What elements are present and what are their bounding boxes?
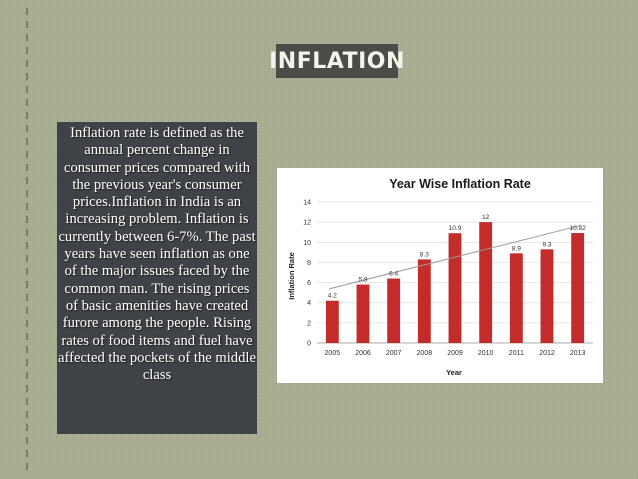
bar-2012 — [540, 249, 554, 343]
x-tick-label: 2012 — [539, 350, 555, 357]
bar-value-label: 5.8 — [358, 277, 367, 284]
y-tick-label: 6 — [307, 280, 311, 287]
x-tick-label: 2009 — [447, 350, 463, 357]
x-tick-label: 2007 — [386, 350, 402, 357]
bar-2013 — [571, 233, 585, 343]
bar-value-label: 8.9 — [512, 245, 521, 252]
slide-title: INFLATION — [269, 44, 404, 78]
y-tick-label: 2 — [307, 320, 311, 327]
x-tick-label: 2006 — [355, 350, 371, 357]
y-axis-label: Inflation Rate — [287, 252, 296, 300]
y-tick-label: 12 — [303, 220, 311, 227]
x-tick-label: 2013 — [570, 350, 586, 357]
bar-2007 — [387, 278, 401, 343]
bar-2006 — [356, 284, 370, 343]
bar-2010 — [479, 222, 493, 343]
x-tick-label: 2010 — [478, 350, 494, 357]
bar-2005 — [325, 300, 339, 343]
bar-2009 — [448, 233, 462, 343]
trendline — [329, 224, 581, 290]
bar-2011 — [509, 253, 523, 343]
y-tick-label: 14 — [303, 200, 311, 207]
bar-value-label: 12 — [482, 214, 490, 221]
bar-value-label: 4.2 — [328, 293, 337, 300]
x-tick-label: 2008 — [417, 350, 433, 357]
y-tick-label: 0 — [307, 341, 311, 348]
bar-value-label: 10.92 — [570, 225, 587, 232]
y-tick-label: 8 — [307, 260, 311, 267]
bar-value-label: 8.3 — [420, 251, 429, 258]
y-tick-label: 10 — [303, 240, 311, 247]
y-tick-label: 4 — [307, 300, 311, 307]
x-tick-label: 2005 — [325, 350, 341, 357]
x-tick-label: 2011 — [509, 350, 524, 357]
x-axis-label: Year — [446, 368, 462, 377]
bar-value-label: 10.9 — [449, 225, 462, 232]
bar-value-label: 9.3 — [542, 241, 551, 248]
chart-title: Year Wise Inflation Rate — [389, 177, 531, 191]
stitched-border — [26, 8, 28, 471]
chart-panel: Year Wise Inflation Rate Inflation Rate … — [277, 168, 603, 383]
bar-value-label: 6.4 — [389, 271, 398, 278]
body-text: Inflation rate is defined as the annual … — [57, 122, 257, 434]
inflation-bar-chart: Year Wise Inflation Rate Inflation Rate … — [287, 177, 593, 377]
bar-2008 — [417, 259, 431, 343]
